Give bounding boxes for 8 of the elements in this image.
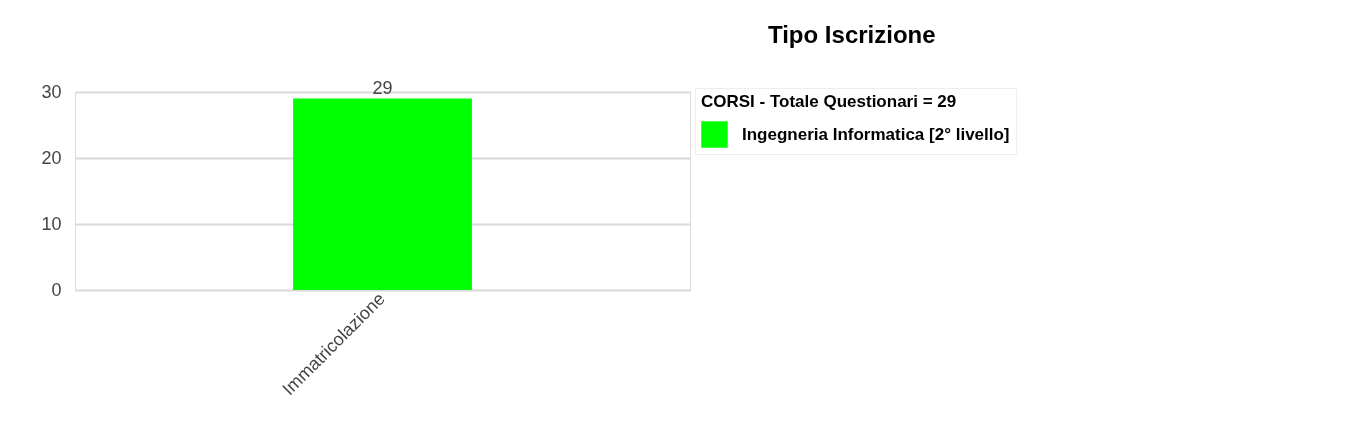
data-label: 29 — [372, 77, 393, 98]
legend-title: CORSI - Totale Questionari = 29 — [701, 92, 957, 111]
y-tick-label: 20 — [41, 147, 62, 168]
y-tick-label: 30 — [41, 81, 62, 102]
y-tick-label: 10 — [41, 213, 62, 234]
legend-label: Ingegneria Informatica [2° livello] — [742, 124, 1010, 144]
y-tick-label: 0 — [51, 279, 62, 300]
text: Tipo Iscrizione — [767, 20, 936, 48]
